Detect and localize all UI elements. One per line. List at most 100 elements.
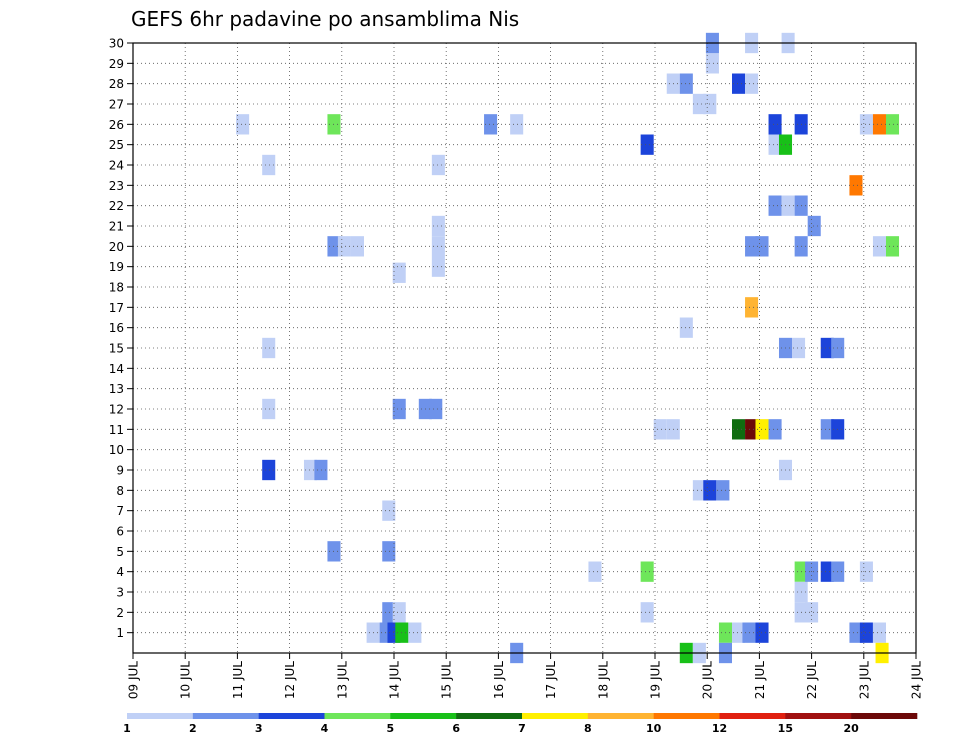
x-tick-label: 19 JUL [649,661,663,699]
colorbar-label: 15 [778,722,793,735]
heatmap-cell [885,114,900,135]
heatmap-cell [755,622,769,643]
x-tick-label: 15 JUL [440,661,454,699]
x-tick-label: 11 JUL [231,661,245,699]
heatmap-cell [236,114,250,135]
heatmap-cell [745,236,759,257]
colorbar-legend: 1 2 3 4 5 6 7 8 10 12 15 20 [123,713,918,735]
colorbar-swatch [456,713,523,719]
heatmap-cell [262,154,276,176]
axis-layer: 1234567891011121314151617181920212223242… [109,37,924,700]
heatmap-cell [679,73,693,94]
colorbar-swatch [653,713,720,719]
heatmap-cell [745,297,759,318]
heatmap-cell [431,236,445,257]
heatmap-cell [755,419,769,440]
colorbar-swatch [785,713,852,719]
y-tick-label: 20 [109,240,124,254]
heatmap-cell [859,114,873,135]
heatmap-cell [792,337,806,359]
heatmap-cell [872,622,886,643]
heatmap-cell [732,419,746,440]
y-tick-label: 15 [109,342,124,356]
heatmap-cell [820,337,834,359]
heatmap-cell [429,398,443,420]
x-tick-label: 13 JUL [335,661,349,699]
colorbar-swatch [127,713,194,719]
x-tick-label: 16 JUL [492,661,506,699]
y-tick-label: 19 [109,260,124,274]
colorbar-label: 4 [321,722,329,735]
heatmap-cell [262,337,276,359]
heatmap-cell [859,561,873,582]
heatmap-cell [872,114,886,135]
heatmap-cell [382,602,396,623]
y-tick-label: 13 [109,382,124,396]
heatmap-cell [408,622,422,643]
colorbar-label: 6 [452,722,460,735]
x-tick-label: 12 JUL [283,661,297,699]
heatmap-cell [820,419,834,440]
heatmap-cell [392,262,406,283]
heatmap-cell [431,154,445,176]
colorbar-swatch [258,713,325,719]
heatmap-cell [805,602,819,623]
heatmap-cell [588,561,602,582]
y-tick-label: 25 [109,138,124,152]
heatmap-cell [262,459,276,481]
x-tick-label: 14 JUL [388,661,402,699]
heatmap-cell [692,93,706,115]
y-tick-label: 6 [116,525,124,539]
heatmap-cell [679,317,693,338]
heatmap-cell [820,561,834,582]
y-tick-label: 30 [109,37,124,51]
y-tick-label: 26 [109,118,124,132]
chart-title: GEFS 6hr padavine po ansamblima Nis [131,7,519,31]
heatmap-cell [872,236,886,257]
heatmap-cell [510,114,524,135]
heatmap-cell [431,215,445,237]
x-tick-label: 21 JUL [753,661,767,699]
heatmap-cell [692,480,706,501]
y-tick-label: 2 [116,606,124,620]
y-tick-label: 9 [116,464,124,478]
heatmap-cell [859,622,873,643]
heatmap-cell [314,459,328,481]
heatmap-cell [745,419,759,440]
y-tick-label: 18 [109,281,124,295]
heatmap-cell [382,500,396,521]
heatmap-cell [768,195,782,216]
heatmap-cell [755,236,769,257]
x-tick-label: 23 JUL [857,661,871,699]
x-tick-label: 18 JUL [596,661,610,699]
y-tick-label: 21 [109,220,124,234]
y-tick-label: 28 [109,77,124,91]
y-tick-label: 5 [116,545,124,559]
colorbar-swatch [192,713,259,719]
y-tick-label: 16 [109,321,124,335]
colorbar-label: 8 [584,722,592,735]
y-tick-label: 24 [109,159,124,173]
colorbar-label: 10 [646,722,662,735]
colorbar-label: 12 [712,722,727,735]
cells-layer [236,32,900,664]
heatmap-cell [768,114,782,135]
colorbar-swatch [851,713,918,719]
x-tick-label: 17 JUL [544,661,558,699]
grid-layer [132,42,917,653]
heatmap-cell [303,459,318,481]
colorbar-swatch [522,713,589,719]
heatmap-cell [640,561,654,582]
heatmap-cell [640,602,654,623]
heatmap-cell [337,236,351,257]
heatmap-cell [768,134,782,155]
y-tick-label: 23 [109,179,124,193]
heatmap-cell [716,480,730,501]
x-tick-label: 24 JUL [910,661,924,699]
y-tick-label: 29 [109,57,124,71]
heatmap-cell [392,398,406,420]
colorbar-label: 2 [189,722,197,735]
heatmap-cell [807,215,821,237]
